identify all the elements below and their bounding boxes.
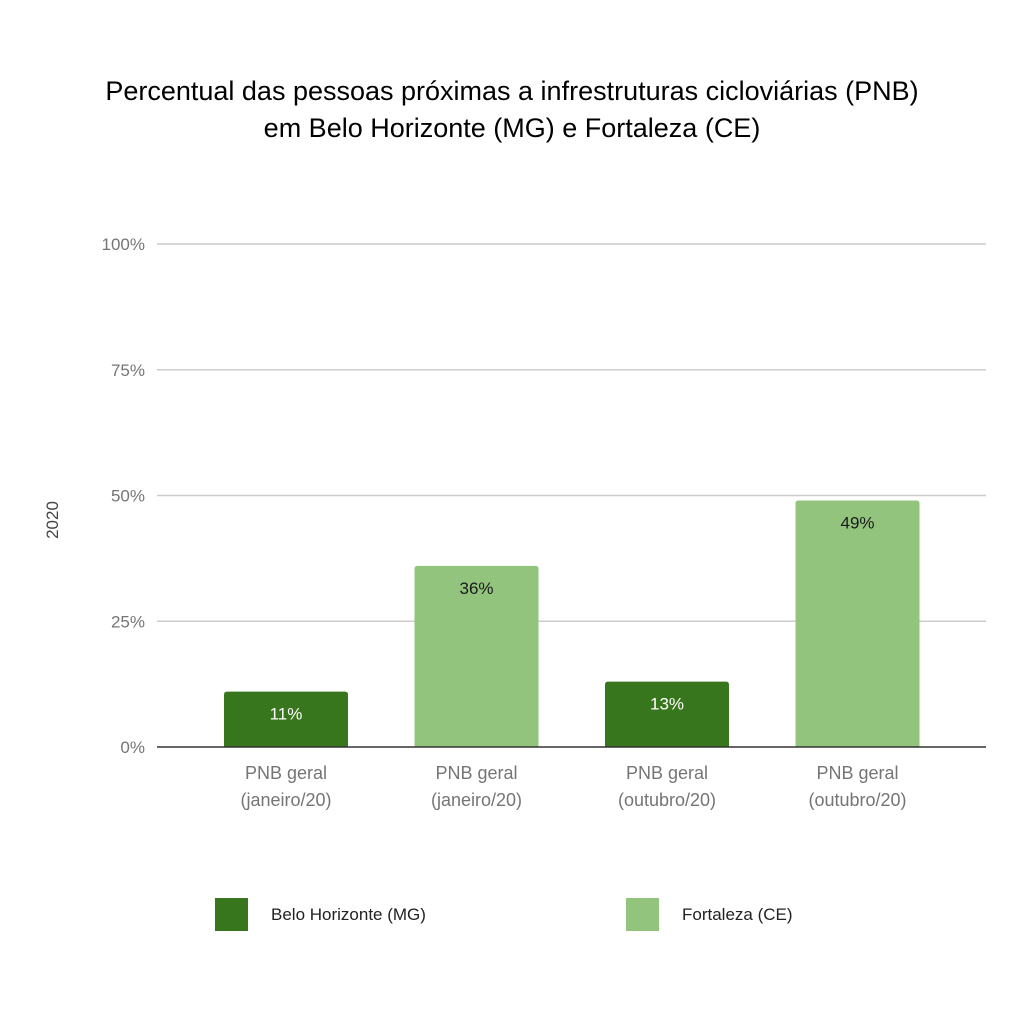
y-tick-label: 100%: [102, 235, 145, 254]
y-axis-label: 2020: [43, 501, 62, 539]
chart-title-line-2: em Belo Horizonte (MG) e Fortaleza (CE): [264, 113, 761, 143]
legend-swatch: [215, 898, 248, 931]
y-tick-label: 75%: [111, 361, 145, 380]
x-tick-label: (janeiro/20): [240, 790, 331, 810]
bar: [414, 565, 539, 747]
x-tick-label: (outubro/20): [618, 790, 716, 810]
x-tick-label: (janeiro/20): [431, 790, 522, 810]
legend-label: Fortaleza (CE): [682, 905, 793, 924]
bar: [605, 681, 729, 747]
x-tick-label: PNB geral: [626, 763, 708, 783]
x-tick-label: PNB geral: [816, 763, 898, 783]
legend-label: Belo Horizonte (MG): [271, 905, 426, 924]
x-tick-label: PNB geral: [245, 763, 327, 783]
y-tick-label: 50%: [111, 487, 145, 506]
bar-data-label: 49%: [840, 514, 874, 533]
legend-swatch: [626, 898, 659, 931]
bar: [795, 500, 920, 747]
bar-data-label: 13%: [650, 695, 684, 714]
y-tick-label: 0%: [120, 738, 145, 757]
chart-title-line-1: Percentual das pessoas próximas a infres…: [105, 76, 918, 106]
bar-data-label: 36%: [459, 579, 493, 598]
bar-data-label: 11%: [270, 705, 303, 724]
x-tick-label: (outubro/20): [808, 790, 906, 810]
y-tick-label: 25%: [111, 612, 145, 631]
x-tick-label: PNB geral: [435, 763, 517, 783]
bar: [224, 691, 348, 747]
